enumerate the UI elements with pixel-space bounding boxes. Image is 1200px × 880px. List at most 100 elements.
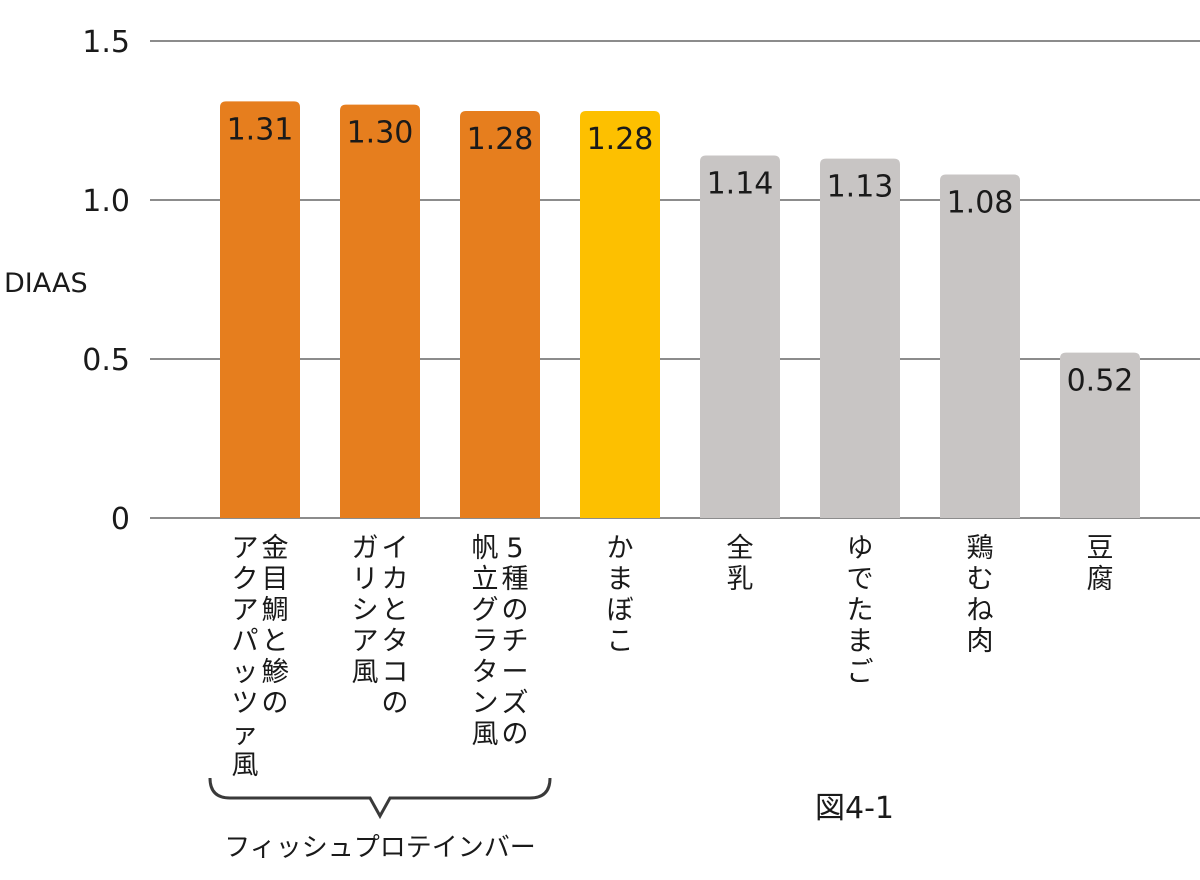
category-label: 豆腐	[1087, 533, 1114, 595]
category-label-line: かまぼこ	[607, 533, 634, 657]
category-label-char: 風	[232, 750, 259, 781]
y-tick-label: 1.5	[82, 25, 130, 60]
category-label-char: 鯵	[262, 657, 289, 688]
category-label-char: 鯛	[262, 595, 289, 626]
bar	[340, 104, 420, 518]
category-label-char: ラ	[472, 626, 499, 657]
category-label-char: の	[502, 595, 529, 626]
bars	[220, 101, 1140, 519]
category-label-char: 立	[472, 564, 499, 595]
category-label-char: ね	[967, 595, 994, 626]
category-label-char: ッ	[232, 657, 259, 688]
category-label-char: イ	[382, 533, 409, 564]
category-label-line: ガリシア風	[352, 533, 379, 688]
category-label-char: コ	[382, 657, 409, 688]
category-label: 全乳	[727, 533, 754, 595]
group-bracket	[208, 777, 552, 820]
category-label: ゆでたまご	[847, 533, 874, 688]
category-label-line: 全乳	[727, 533, 754, 595]
bar-value-label: 1.14	[707, 166, 774, 201]
category-label-line: 鶏むね肉	[967, 533, 994, 657]
category-label-char: ズ	[502, 688, 529, 719]
category-label-char: 目	[262, 564, 289, 595]
bar-value-label: 1.30	[347, 116, 414, 151]
category-label-char: 豆	[1087, 533, 1114, 564]
category-label-char: ァ	[232, 719, 259, 750]
category-label-char: グ	[472, 595, 499, 626]
bar	[460, 110, 540, 519]
value-labels: 1.31 1.30 1.28 1.28 1.14 1.13 1.08 0.52	[227, 112, 1134, 398]
bar	[220, 101, 300, 519]
category-label-line: 帆立グラタン風	[472, 533, 499, 750]
category-label-char: と	[262, 626, 289, 657]
category-label-char: 腐	[1087, 564, 1114, 595]
category-label-char: の	[502, 719, 529, 750]
category-label-char: シ	[352, 595, 379, 626]
gridlines	[150, 40, 1200, 519]
category-label-char: か	[607, 533, 634, 564]
y-tick-label: 1.0	[82, 184, 130, 219]
figure-label: 図4-1	[815, 791, 894, 826]
category-label-char: 乳	[727, 564, 754, 595]
category-label-char: ゆ	[847, 533, 874, 564]
bar	[700, 155, 780, 519]
group-brackets: フィッシュプロテインバー	[208, 777, 552, 863]
category-label-char: ご	[847, 657, 874, 688]
category-label-char: ま	[847, 626, 874, 657]
category-label-char: 帆	[472, 533, 499, 564]
bar	[820, 158, 900, 518]
category-label: かまぼこ	[607, 533, 634, 657]
bar-value-label: 1.13	[827, 170, 894, 205]
category-label-char: ア	[352, 626, 379, 657]
bar	[940, 174, 1020, 518]
category-label-char: チ	[502, 626, 529, 657]
category-label-char: タ	[382, 626, 409, 657]
category-label-char: 5	[506, 533, 523, 564]
category-label-char: む	[967, 564, 994, 595]
category-label-char: の	[262, 688, 289, 719]
category-label-char: 金	[262, 533, 289, 564]
category-label-char: 肉	[967, 626, 994, 657]
bar-value-label: 1.08	[947, 186, 1014, 221]
category-label-char: リ	[352, 564, 379, 595]
category-label-char: ン	[472, 688, 499, 719]
category-label-char: タ	[472, 657, 499, 688]
category-label-char: の	[382, 688, 409, 719]
category-label-char: ま	[607, 564, 634, 595]
category-label-char: 風	[472, 719, 499, 750]
category-label-char: ア	[232, 595, 259, 626]
category-label-char: 全	[727, 533, 754, 564]
category-label-char: 鶏	[967, 533, 994, 564]
y-axis-title: DIAAS	[4, 268, 88, 299]
bar-value-label: 0.52	[1067, 364, 1134, 399]
category-label: 鶏むね肉	[967, 533, 994, 657]
y-tick-label: 0	[111, 502, 130, 537]
category-label-char: 種	[502, 564, 529, 595]
bar-value-label: 1.28	[467, 122, 534, 157]
category-label-char: で	[847, 564, 874, 595]
category-label-char: ア	[232, 533, 259, 564]
category-label-line: 5 種のチーズの	[502, 533, 529, 750]
category-label-line: 豆腐	[1087, 533, 1114, 595]
category-label-char: ー	[502, 657, 529, 688]
category-label-char: ツ	[232, 688, 259, 719]
group-label: フィッシュプロテインバー	[224, 833, 535, 863]
category-label-line: 金目鯛と鯵の	[262, 533, 289, 719]
category-label-char: ぼ	[607, 595, 634, 626]
y-tick-label: 0.5	[82, 343, 130, 378]
category-label-char: 風	[352, 657, 379, 688]
category-label-char: カ	[382, 564, 409, 595]
bar-value-label: 1.31	[227, 112, 294, 147]
category-label-char: た	[847, 595, 874, 626]
category-label-char: こ	[607, 626, 634, 657]
category-label-line: イカとタコの	[382, 533, 409, 719]
bar-value-label: 1.28	[587, 122, 654, 157]
category-label-char: パ	[232, 626, 259, 657]
category-label-line: ゆでたまご	[847, 533, 874, 688]
y-axis-ticks: 0 0.5 1.0 1.5	[82, 25, 130, 537]
category-label-char: ガ	[352, 533, 379, 564]
